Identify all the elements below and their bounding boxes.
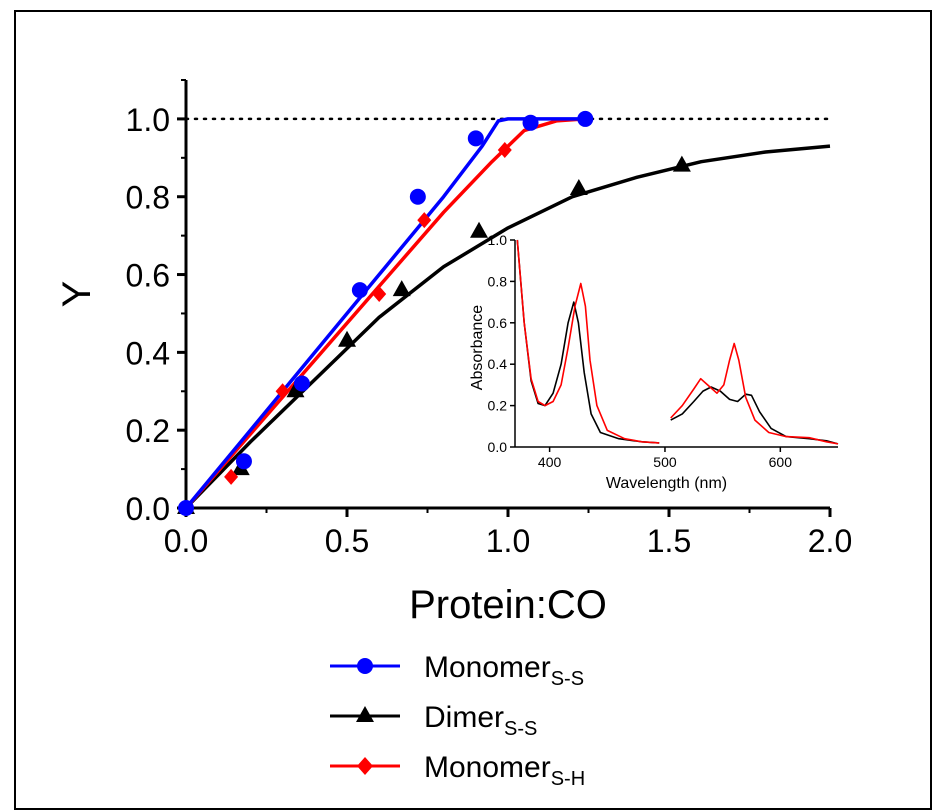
y-tick-label: 0.8 [126,180,170,216]
series-fit-line [184,117,586,510]
data-point [338,330,356,347]
data-point [672,155,691,172]
data-point [569,178,588,195]
series-fit-line [184,117,586,510]
x-tick-label: 1.5 [647,523,691,559]
y-tick-label: 0.0 [126,491,170,527]
inset-y-tick-label: 0.8 [488,273,508,289]
spectrum-line [516,239,660,444]
y-tick-label: 0.4 [126,335,170,371]
data-point [417,212,432,229]
data-point [497,142,512,159]
data-point [470,221,489,238]
data-point [293,375,310,392]
y-tick-label: 0.6 [126,258,170,294]
inset-x-axis-label: Wavelength (nm) [606,475,727,492]
legend-subscript: S-S [551,668,584,690]
svg-text:DimerS-S: DimerS-S [424,701,537,740]
spectrum-line [670,342,839,445]
legend-item-monomer-ss: MonomerS-S [330,651,584,690]
legend-label: Dimer [424,701,504,734]
y-tick-label: 0.2 [126,413,170,449]
data-point [286,381,305,398]
inset-background [515,234,838,447]
inset-x-tick-label: 500 [653,454,677,470]
inset-y-tick-label: 0.0 [488,439,508,455]
x-axis-label: Protein:CO [409,583,607,627]
legend-item-dimer-ss: DimerS-S [330,701,537,740]
inset-y-axis-label: Absorbance [469,305,486,390]
legend-subscript: S-H [551,768,585,790]
legend-label: Monomer [424,751,551,784]
legend-subscript: S-S [504,718,537,740]
x-tick-label: 0.0 [164,523,208,559]
series-fit-line [184,144,831,510]
data-point [224,468,239,485]
data-point [577,110,594,127]
inset-y-tick-label: 0.4 [488,356,508,372]
data-point [467,130,484,147]
svg-text:MonomerS-S: MonomerS-S [424,651,584,690]
x-tick-label: 2.0 [808,523,852,559]
main-plot-axes: 0.0 0.2 0.4 0.6 0.8 1.0 0.0 0.5 1.0 1.5 2.0 Protein… [55,79,852,627]
svg-text:MonomerS-H: MonomerS-H [424,751,585,790]
inset-x-tick-label: 600 [769,454,793,470]
y-axis-label: Y [55,281,99,308]
legend-label: Monomer [424,651,551,684]
inset-y-tick-label: 0.6 [488,315,508,331]
inset-plot: 0.0 0.2 0.4 0.6 0.8 1.0 400 500 600 Wavelength (n… [469,232,839,492]
data-point [351,282,368,299]
legend-item-monomer-sh: MonomerS-H [330,751,585,790]
legend: MonomerS-S DimerS-S MonomerS-H [330,651,585,790]
x-tick-label: 0.5 [325,523,369,559]
data-point [275,383,290,400]
data-point [522,114,539,131]
x-tick-label: 1.0 [486,523,530,559]
main-plot-data [177,110,832,516]
data-point [372,286,387,302]
y-tick-label: 1.0 [126,102,170,138]
inset-x-tick-label: 400 [538,454,562,470]
data-point [392,280,411,297]
inset-y-tick-label: 0.2 [488,398,508,414]
data-point [409,188,426,205]
data-point [178,500,194,516]
data-point [235,453,252,470]
inset-y-tick-label: 1.0 [488,232,508,248]
